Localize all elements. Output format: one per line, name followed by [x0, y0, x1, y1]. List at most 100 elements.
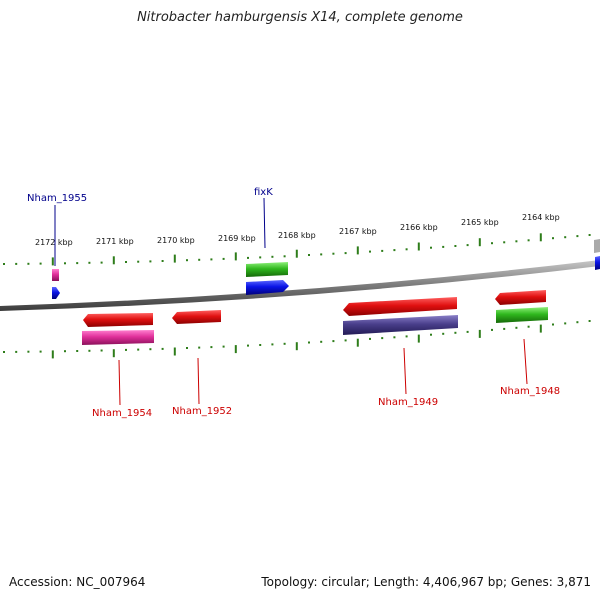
- minor-tick: [405, 248, 408, 251]
- gene-labels: Nham_1955 fixK Nham_1954 Nham_1952 Nham_…: [27, 187, 560, 419]
- minor-tick: [515, 240, 518, 243]
- minor-tick: [161, 260, 164, 262]
- gene-label-nham1952[interactable]: Nham_1952: [172, 406, 232, 417]
- major-tick: [295, 249, 298, 258]
- minor-tick: [39, 350, 42, 353]
- cds-nham1954-red[interactable]: [83, 313, 153, 327]
- minor-tick: [430, 333, 432, 336]
- minor-tick: [308, 341, 310, 344]
- tick-label: 2165 kbp: [461, 218, 499, 227]
- minor-tick: [564, 236, 567, 239]
- minor-tick: [576, 321, 579, 324]
- major-tick: [112, 349, 115, 358]
- gene-label-nham1955[interactable]: Nham_1955: [27, 193, 87, 204]
- outer-tick-ring: [3, 233, 591, 266]
- minor-tick: [100, 349, 103, 352]
- minor-tick: [76, 350, 79, 352]
- reverse-strand-features: [82, 290, 548, 345]
- tick-label: 2169 kbp: [218, 234, 256, 243]
- cds-nham1948-green[interactable]: [496, 307, 548, 323]
- gene-label-nham1949[interactable]: Nham_1949: [378, 397, 438, 408]
- genome-backbone: [0, 260, 600, 311]
- minor-tick: [271, 343, 274, 346]
- cds-nham1949-red[interactable]: [343, 297, 457, 316]
- minor-tick: [125, 261, 127, 263]
- minor-tick: [259, 256, 262, 259]
- tick-label: 2164 kbp: [522, 213, 560, 222]
- gene-label-fixk[interactable]: fixK: [254, 187, 273, 198]
- minor-tick: [15, 350, 18, 353]
- minor-tick: [503, 241, 506, 244]
- minor-tick: [332, 340, 335, 343]
- leader-lines: [54, 197, 528, 406]
- minor-tick: [552, 237, 554, 240]
- minor-tick: [27, 350, 30, 353]
- minor-tick: [137, 260, 140, 263]
- major-tick: [356, 246, 359, 255]
- cds-nham1949-purple[interactable]: [343, 315, 458, 335]
- minor-tick: [222, 345, 225, 348]
- minor-tick: [125, 348, 127, 351]
- minor-tick: [381, 337, 384, 340]
- minor-tick: [491, 242, 493, 245]
- minor-tick: [430, 246, 432, 249]
- minor-tick: [552, 323, 554, 326]
- minor-tick: [76, 262, 79, 265]
- tick-label: 2172 kbp: [35, 238, 73, 247]
- minor-tick: [320, 340, 323, 343]
- minor-tick: [320, 253, 323, 256]
- tick-label: 2171 kbp: [96, 237, 134, 246]
- major-tick: [417, 242, 420, 251]
- major-tick: [112, 256, 115, 265]
- minor-tick: [442, 245, 445, 248]
- minor-tick: [564, 322, 567, 325]
- forward-strand-features: [52, 239, 600, 299]
- minor-tick: [3, 351, 5, 353]
- cds-fixk-green[interactable]: [246, 262, 288, 277]
- cds-edge-blue: [595, 256, 600, 270]
- minor-tick: [491, 328, 493, 331]
- cds-nham1954-pink[interactable]: [82, 330, 154, 345]
- minor-tick: [332, 252, 335, 255]
- minor-tick: [466, 244, 469, 247]
- cds-nham1955-pink[interactable]: [52, 269, 59, 281]
- inner-tick-ring: [3, 320, 591, 359]
- gene-label-nham1948[interactable]: Nham_1948: [500, 386, 560, 397]
- cds-nham1948-red[interactable]: [495, 290, 546, 305]
- minor-tick: [149, 348, 152, 351]
- minor-tick: [442, 332, 445, 335]
- minor-tick: [137, 348, 140, 351]
- minor-tick: [186, 347, 188, 349]
- genome-summary-text: Topology: circular; Length: 4,406,967 bp…: [261, 575, 591, 589]
- minor-tick: [527, 239, 530, 242]
- minor-tick: [405, 335, 408, 338]
- tick-label: 2167 kbp: [339, 227, 377, 236]
- minor-tick: [198, 258, 201, 261]
- minor-tick: [247, 344, 249, 347]
- cds-nham1952-red[interactable]: [172, 310, 221, 324]
- cds-nham1955-blue[interactable]: [52, 287, 60, 299]
- major-tick: [478, 238, 481, 247]
- minor-tick: [344, 339, 347, 342]
- minor-tick: [198, 346, 201, 349]
- minor-tick: [27, 262, 30, 265]
- minor-tick: [576, 235, 579, 238]
- major-tick: [539, 233, 542, 242]
- cds-edge-grey: [594, 239, 600, 253]
- minor-tick: [247, 256, 249, 259]
- minor-tick: [39, 262, 42, 265]
- accession-text: Accession: NC_007964: [9, 575, 146, 589]
- minor-tick: [308, 254, 310, 256]
- minor-tick: [283, 342, 286, 345]
- tick-label: 2170 kbp: [157, 236, 195, 245]
- minor-tick: [64, 262, 66, 265]
- cds-fixk-blue[interactable]: [246, 280, 289, 295]
- gene-label-nham1954[interactable]: Nham_1954: [92, 408, 152, 419]
- minor-tick: [369, 250, 371, 253]
- minor-tick: [527, 325, 530, 328]
- major-tick: [478, 329, 481, 338]
- minor-tick: [222, 257, 225, 260]
- minor-tick: [454, 331, 457, 334]
